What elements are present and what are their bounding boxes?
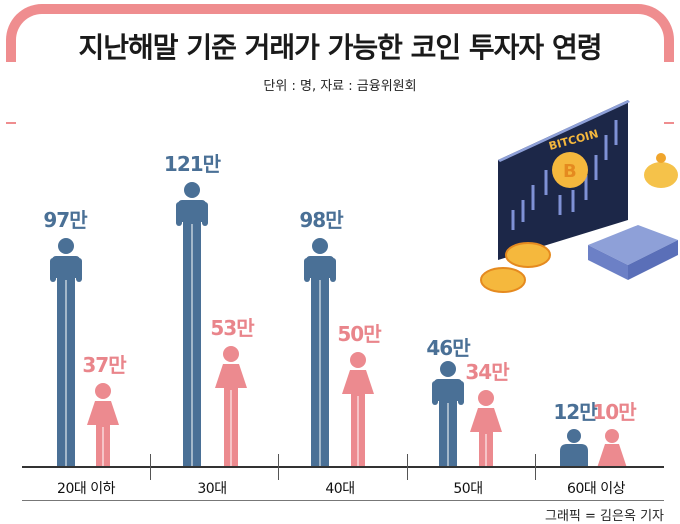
category-divider bbox=[150, 454, 151, 480]
category-label-50s: 50대 bbox=[453, 481, 483, 497]
graphic-credit: 그래픽 = 김은옥 기자 bbox=[545, 509, 664, 524]
female-value-60s: 10만 bbox=[592, 400, 636, 424]
x-axis-baseline bbox=[22, 466, 664, 468]
male-value-20s: 97만 bbox=[43, 208, 87, 232]
male-figure-30s bbox=[176, 182, 208, 468]
category-divider bbox=[278, 454, 279, 480]
male-value-40s: 98만 bbox=[299, 208, 343, 232]
unit-source: 단위 : 명, 자료 : 금융위원회 bbox=[263, 79, 417, 94]
female-figure-40s bbox=[342, 352, 374, 468]
male-figure-60s bbox=[560, 429, 588, 468]
category-label-60s: 60대 이상 bbox=[567, 481, 625, 497]
male-figure-50s bbox=[432, 361, 464, 468]
coin-letter: B bbox=[563, 161, 577, 182]
category-label-40s: 40대 bbox=[325, 481, 355, 497]
category-divider bbox=[407, 454, 408, 480]
female-figure-30s bbox=[215, 346, 247, 468]
chart-title: 지난해말 기준 거래가 가능한 코인 투자자 연령 bbox=[78, 31, 603, 64]
bottom-rule bbox=[22, 500, 664, 501]
female-value-20s: 37만 bbox=[82, 353, 126, 377]
male-value-30s: 121만 bbox=[163, 152, 221, 176]
male-figure-40s bbox=[304, 238, 336, 468]
female-value-30s: 53만 bbox=[210, 316, 254, 340]
category-label-30s: 30대 bbox=[197, 481, 227, 497]
female-figure-50s bbox=[470, 390, 502, 468]
male-figure-20s bbox=[50, 238, 82, 468]
frame-mask bbox=[0, 62, 680, 122]
female-figure-20s bbox=[87, 383, 119, 468]
male-value-60s: 12만 bbox=[553, 400, 597, 424]
category-label-20s: 20대 이하 bbox=[57, 481, 115, 497]
female-figure-60s bbox=[597, 429, 627, 468]
male-value-50s: 46만 bbox=[426, 336, 470, 360]
female-value-40s: 50만 bbox=[337, 322, 381, 346]
female-value-50s: 34만 bbox=[465, 360, 509, 384]
category-divider bbox=[535, 454, 536, 480]
bitcoin-illustration: BITCOIN B bbox=[480, 100, 678, 293]
